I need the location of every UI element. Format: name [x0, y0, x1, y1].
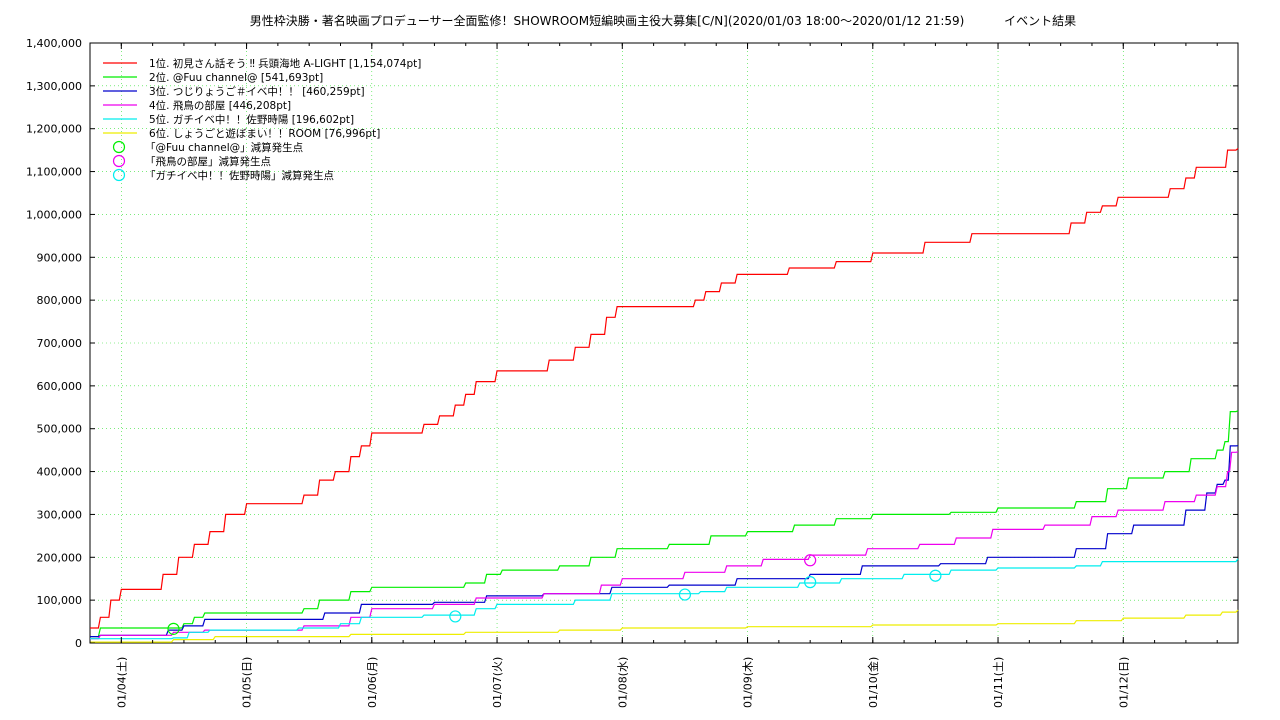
y-tick-label: 1,100,000 — [26, 166, 82, 179]
y-tick-label: 600,000 — [37, 380, 83, 393]
chart-title: 男性枠決勝・著名映画プロデューサー全面監修！SHOWROOM短編映画主役大募集[… — [250, 13, 965, 28]
x-tick-label: 01/06(月) — [366, 657, 379, 708]
y-tick-label: 1,200,000 — [26, 123, 82, 136]
x-tick-label: 01/09(木) — [742, 657, 755, 708]
y-tick-label: 1,400,000 — [26, 37, 82, 50]
y-tick-label: 1,300,000 — [26, 80, 82, 93]
series-lines — [90, 147, 1239, 643]
y-tick-label: 500,000 — [37, 423, 83, 436]
y-tick-label: 200,000 — [37, 551, 83, 564]
legend-marker-label-2: 「飛鳥の部屋」減算発生点 — [145, 155, 271, 168]
series-line-5 — [90, 558, 1239, 640]
marker-point-3 — [449, 610, 462, 623]
x-tick-label: 01/11(土) — [992, 657, 1005, 708]
y-tick-label: 700,000 — [37, 337, 83, 350]
legend-label-2: 2位. @Fuu channel@ [541,693pt] — [149, 71, 323, 84]
legend-label-1: 1位. 初見さん話そう ‼ 兵頭海地 A-LIGHT [1,154,074pt] — [149, 57, 421, 70]
series-line-1 — [90, 147, 1239, 629]
y-tick-label: 900,000 — [37, 251, 83, 264]
svg-text:男性枠決勝・著名映画プロデューサー全面監修！SHOWROOM: 男性枠決勝・著名映画プロデューサー全面監修！SHOWROOM短編映画主役大募集[… — [250, 13, 1076, 28]
legend-label-5: 5位. ガチイベ中！！佐野時陽 [196,602pt] — [149, 113, 354, 126]
marker-point-3 — [678, 588, 692, 601]
legend-label-4: 4位. 飛鳥の部屋 [446,208pt] — [149, 99, 291, 112]
legend-marker-swatch-3 — [112, 168, 126, 182]
legend-label-6: 6位. しょうごと遊ぼまい！！ROOM [76,996pt] — [149, 127, 380, 140]
x-tick-label: 01/04(土) — [115, 657, 128, 708]
x-tick-label: 01/07(火) — [491, 657, 504, 708]
chart-title-suffix: イベント結果 — [1004, 14, 1076, 28]
legend-marker-swatch-1 — [112, 140, 126, 154]
marker-point-2 — [804, 554, 817, 567]
series-line-3 — [90, 445, 1239, 638]
legend-marker-label-3: 「ガチイベ中！！佐野時陽」減算発生点 — [145, 169, 334, 182]
y-tick-label: 100,000 — [37, 594, 83, 607]
y-tick-label: 0 — [75, 637, 82, 650]
legend-marker-swatch-2 — [112, 154, 126, 168]
series-line-6 — [90, 609, 1239, 643]
x-tick-label: 01/12(日) — [1117, 657, 1130, 708]
x-tick-label: 01/05(日) — [241, 657, 254, 708]
marker-point-3 — [804, 576, 817, 589]
series-line-2 — [90, 410, 1239, 638]
grid — [90, 43, 1238, 643]
legend-label-3: 3位. つじりょうご＃イベ中！！ [460,259pt] — [149, 85, 365, 98]
series-line-4 — [90, 451, 1239, 640]
legend: 1位. 初見さん話そう ‼ 兵頭海地 A-LIGHT [1,154,074pt]… — [103, 57, 421, 182]
marker-point-3 — [929, 569, 942, 582]
y-tick-label: 800,000 — [37, 294, 83, 307]
axes: 0 100,000 200,000 300,000 400,000 500,000 600,… — [26, 37, 1238, 708]
y-tick-label: 1,000,000 — [26, 208, 82, 221]
marker-points — [167, 554, 942, 635]
x-tick-label: 01/10(金) — [866, 657, 880, 708]
x-tick-label: 01/08(水) — [616, 657, 629, 708]
marker-point-1 — [167, 622, 180, 635]
legend-marker-label-1: 「@Fuu channel@」減算発生点 — [145, 141, 303, 154]
y-tick-label: 400,000 — [37, 466, 83, 479]
y-tick-label: 300,000 — [37, 508, 83, 521]
